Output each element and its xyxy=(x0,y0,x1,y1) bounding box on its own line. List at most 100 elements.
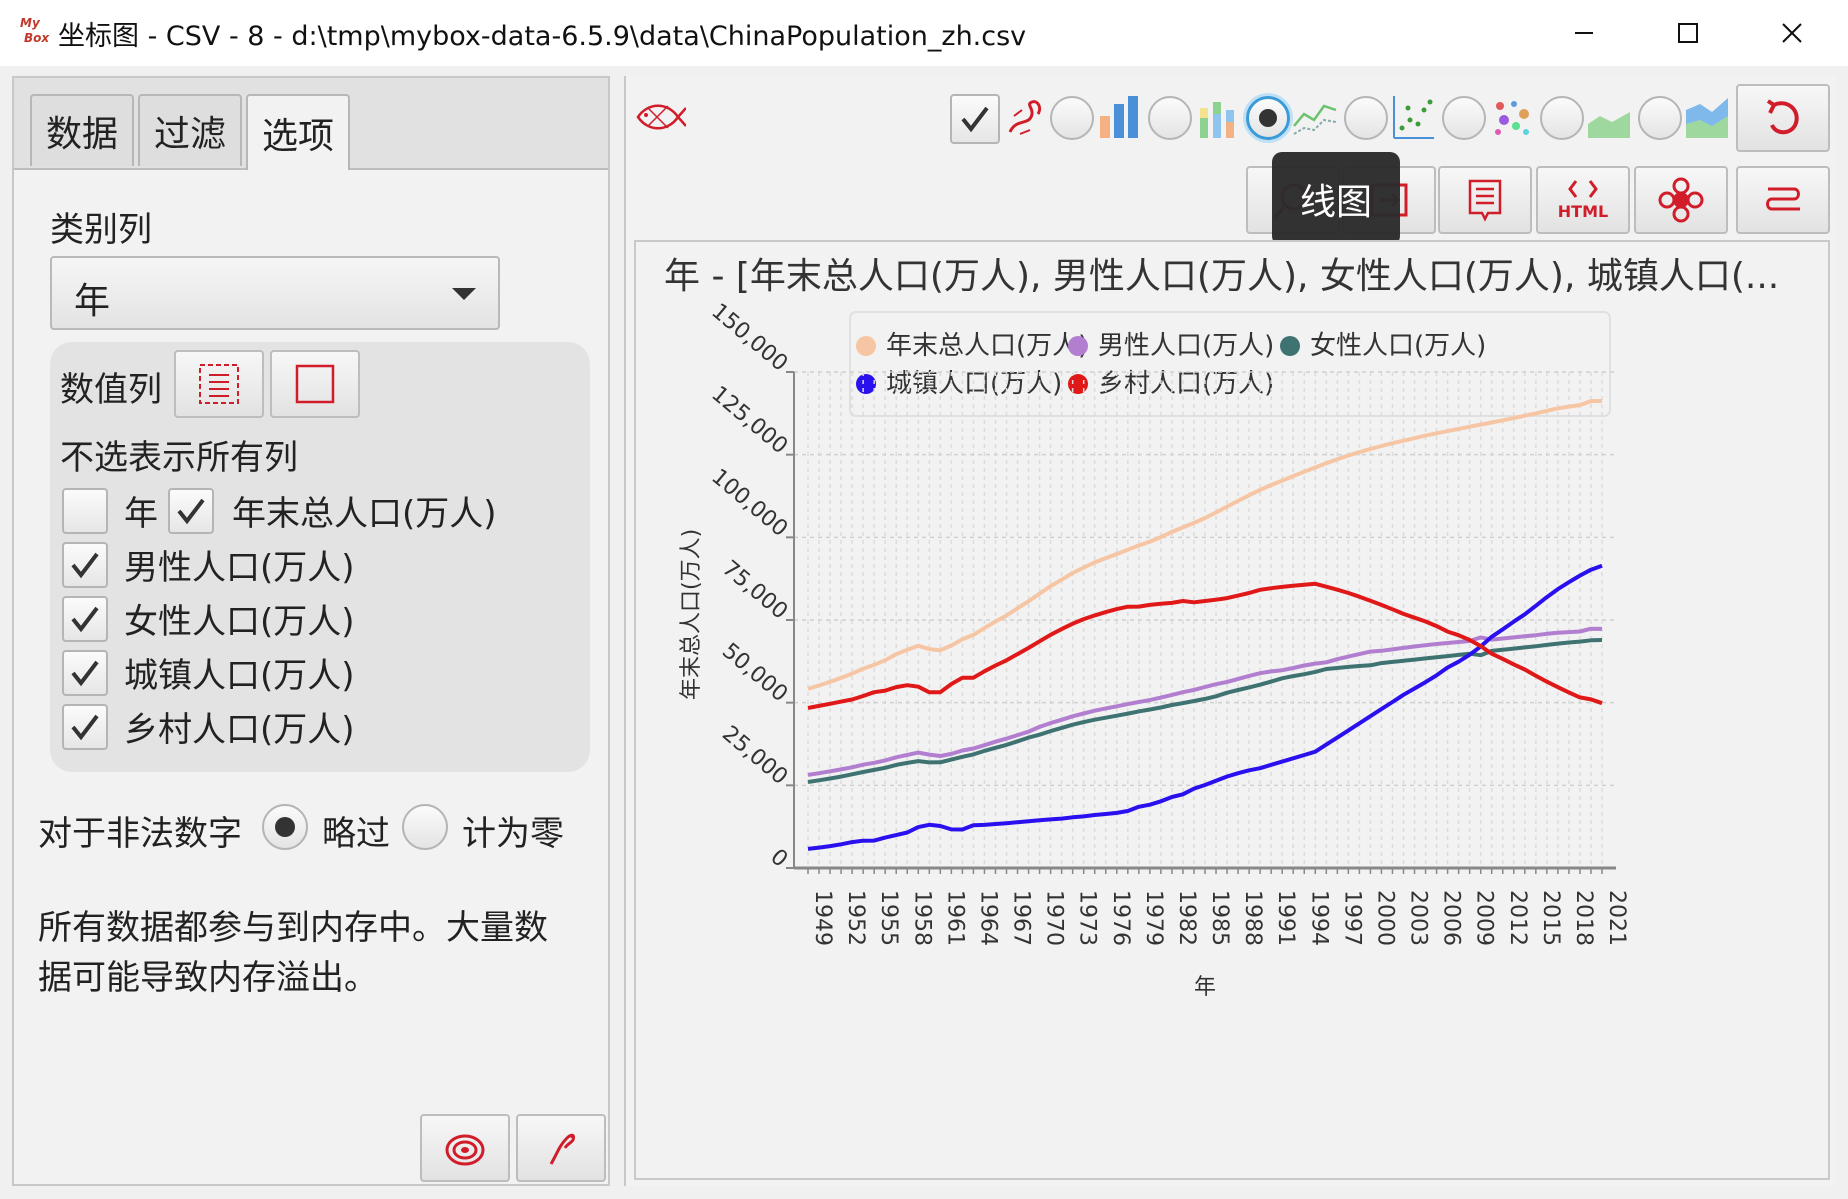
window-title: 坐标图 - CSV - 8 - d:\tmp\mybox-data-6.5.9\… xyxy=(58,21,1027,52)
refresh-icon xyxy=(1766,99,1799,135)
maximize-button[interactable] xyxy=(1636,0,1740,66)
x-tick-label: 1973 xyxy=(1075,890,1100,946)
data-button[interactable] xyxy=(1438,166,1532,234)
column-checkbox-male[interactable] xyxy=(62,542,108,588)
select-none-button[interactable] xyxy=(270,350,360,418)
legend-label: 男性人口(万人) xyxy=(1098,331,1274,361)
tab-filter[interactable]: 过滤 xyxy=(138,94,242,166)
legend-marker xyxy=(856,336,876,356)
x-tick-label: 1988 xyxy=(1240,890,1265,946)
zero-radio[interactable] xyxy=(402,804,448,850)
logo-text-bottom: Box xyxy=(24,31,50,45)
x-tick-label: 2018 xyxy=(1571,890,1596,946)
skip-radio[interactable] xyxy=(262,804,308,850)
x-tick-label: 1994 xyxy=(1306,890,1331,946)
logo-text-top: My xyxy=(20,16,41,30)
zero-label: 计为零 xyxy=(462,814,564,854)
x-tick-label: 1961 xyxy=(942,890,967,946)
line-chart-icon xyxy=(1292,94,1338,140)
y-tick-label: 100,000 xyxy=(706,464,792,542)
legend-marker xyxy=(856,374,876,394)
x-tick-label: 2000 xyxy=(1372,890,1397,946)
fish-icon[interactable] xyxy=(634,94,687,140)
tooltip-text: 线图 xyxy=(1299,182,1372,223)
chart-type-line-radio[interactable] xyxy=(1246,96,1290,140)
x-tick-label: 1949 xyxy=(810,890,835,946)
y-tick-label: 125,000 xyxy=(706,382,792,460)
legend-label: 乡村人口(万人) xyxy=(1098,369,1274,399)
maximize-icon xyxy=(1678,23,1698,43)
x-tick-label: 2012 xyxy=(1505,890,1530,946)
display-checkbox[interactable] xyxy=(950,94,1000,144)
y-tick-label: 150,000 xyxy=(706,299,792,377)
horse-button[interactable] xyxy=(516,1114,606,1182)
column-label-total: 年末总人口(万人) xyxy=(232,494,497,534)
column-checkbox-year[interactable] xyxy=(62,488,108,534)
options-panel: 数据 过滤 选项 类别列 年 数值列 不选表示所有列 年 年末总人口(万人) 男… xyxy=(12,76,610,1186)
y-tick-label: 25,000 xyxy=(717,721,792,790)
check-icon xyxy=(71,552,99,579)
chart-type-scatter-radio[interactable] xyxy=(1344,96,1388,140)
radio-dot xyxy=(1259,109,1277,127)
scatter-icon xyxy=(1390,94,1436,140)
column-label-year: 年 xyxy=(124,494,158,534)
column-label-female: 女性人口(万人) xyxy=(124,602,355,642)
legend-marker xyxy=(1280,336,1300,356)
column-checkbox-total[interactable] xyxy=(168,488,214,534)
flower-button[interactable] xyxy=(1634,166,1728,234)
x-tick-label: 1952 xyxy=(843,890,868,946)
minimize-button[interactable] xyxy=(1532,0,1636,66)
close-button[interactable] xyxy=(1740,0,1844,66)
html-button[interactable]: HTML xyxy=(1536,166,1630,234)
chart-type-bubble-radio[interactable] xyxy=(1442,96,1486,140)
chart-series xyxy=(807,398,1603,851)
invalid-number-label: 对于非法数字 xyxy=(38,814,242,854)
column-checkbox-urban[interactable] xyxy=(62,650,108,696)
memory-note-line1: 所有数据都参与到内存中。大量数 xyxy=(38,908,548,948)
memory-note-line2: 据可能导致内存溢出。 xyxy=(38,958,378,998)
column-checkbox-female[interactable] xyxy=(62,596,108,642)
chart-title: 年 - [年末总人口(万人), 男性人口(万人), 女性人口(万人), 城镇人口… xyxy=(664,256,1779,297)
chart-type-bar-radio[interactable] xyxy=(1050,96,1094,140)
x-tick-label: 1991 xyxy=(1273,890,1298,946)
x-tick-label: 1982 xyxy=(1174,890,1199,946)
category-column-value: 年 xyxy=(74,281,111,322)
menu-button[interactable] xyxy=(1736,166,1830,234)
x-tick-label: 1979 xyxy=(1141,890,1166,946)
close-icon xyxy=(1782,23,1802,43)
select-none-icon xyxy=(295,364,335,404)
none-selected-hint: 不选表示所有列 xyxy=(60,438,298,478)
column-checkbox-rural[interactable] xyxy=(62,704,108,750)
tab-data[interactable]: 数据 xyxy=(30,94,134,166)
tab-filter-label: 过滤 xyxy=(153,114,226,155)
series-line xyxy=(807,398,1603,691)
chevron-down-icon xyxy=(452,288,476,300)
bubble-icon xyxy=(1488,94,1534,140)
html-icon-text: HTML xyxy=(1558,202,1608,221)
tab-options[interactable]: 选项 xyxy=(246,94,350,170)
radio-dot xyxy=(275,817,295,837)
tab-data-label: 数据 xyxy=(45,114,118,155)
select-all-button[interactable] xyxy=(174,350,264,418)
chart-type-stacked-bar-radio[interactable] xyxy=(1148,96,1192,140)
refresh-button[interactable] xyxy=(1736,84,1830,152)
snail-icon xyxy=(445,1134,485,1166)
document-icon xyxy=(1468,179,1502,222)
stacked-bar-icon xyxy=(1194,94,1240,140)
dragon-icon xyxy=(1002,96,1048,142)
check-icon xyxy=(961,106,989,133)
x-tick-label: 1985 xyxy=(1207,890,1232,946)
legend-label: 年末总人口(万人) xyxy=(886,331,1088,361)
x-tick-label: 1958 xyxy=(909,890,934,946)
snail-button[interactable] xyxy=(420,1114,510,1182)
mybox-logo-icon: My Box xyxy=(18,14,52,48)
x-tick-label: 1964 xyxy=(975,890,1000,946)
x-tick-label: 1976 xyxy=(1108,890,1133,946)
check-icon xyxy=(71,714,99,741)
chart-grid xyxy=(794,371,1616,868)
bar-chart-icon xyxy=(1096,94,1142,140)
x-axis-label: 年 xyxy=(1194,975,1216,1000)
chart-type-area-radio[interactable] xyxy=(1540,96,1584,140)
chart-type-stacked-area-radio[interactable] xyxy=(1638,96,1682,140)
category-column-select[interactable]: 年 xyxy=(50,256,500,330)
